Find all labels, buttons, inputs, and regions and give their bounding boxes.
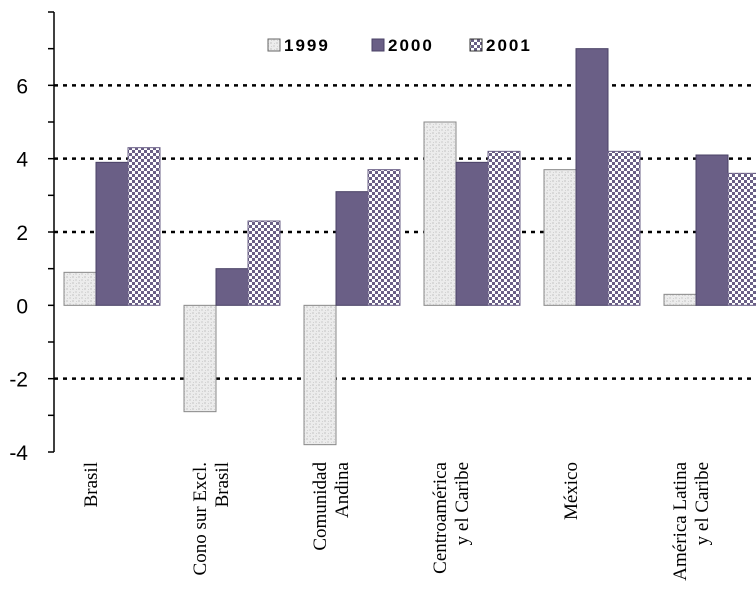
category-label-3-1: y el Caribe	[452, 462, 473, 545]
legend-label-2000: 2000	[388, 36, 434, 55]
legend-swatch-1999	[267, 38, 281, 52]
bar-1999-2	[303, 304, 337, 446]
legend-label-1999: 1999	[284, 36, 330, 55]
bar-1999-0	[63, 271, 97, 306]
bar-2000-0	[95, 161, 129, 306]
bar-2000-2	[335, 191, 369, 306]
bar-1999-3	[423, 121, 457, 306]
bar-1999-1	[183, 304, 217, 413]
category-label-1-1: Brasil	[212, 462, 233, 507]
y-tick-label: 2	[16, 222, 28, 245]
y-tick-label: 4	[16, 149, 28, 172]
legend-swatch-2001	[469, 38, 483, 52]
bar-2001-0	[127, 147, 161, 306]
category-label-1-0: Cono sur Excl.	[190, 462, 211, 575]
bar-2001-5	[727, 172, 756, 306]
bar-1999-5	[663, 293, 697, 306]
category-label-5-1: y el Caribe	[692, 462, 713, 545]
legend: 1999 2000 2001	[267, 36, 532, 55]
category-labels: Brasil Cono sur Excl. Brasil Comunidad Andin…	[81, 461, 713, 580]
y-tick-label: 0	[16, 295, 28, 318]
y-axis	[48, 11, 55, 453]
category-label-0-0: Brasil	[81, 462, 102, 507]
y-tick-label: 6	[16, 75, 28, 98]
category-label-4-0: México	[561, 462, 582, 520]
category-label-2-1: Andina	[332, 461, 353, 518]
category-label-2-0: Comunidad	[310, 462, 331, 551]
bar-1999-4	[543, 169, 577, 306]
y-tick-label: -2	[9, 369, 28, 392]
bar-2000-1	[215, 268, 249, 306]
category-label-3-0: Centroamérica	[430, 461, 451, 573]
bar-2000-5	[695, 154, 729, 306]
bar-2001-4	[607, 150, 641, 306]
bar-2001-1	[247, 220, 281, 306]
category-label-5-0: América Latina	[670, 461, 691, 580]
y-tick-label: -4	[9, 442, 28, 465]
bar-2000-3	[455, 161, 489, 306]
bar-2001-3	[487, 150, 521, 306]
legend-swatch-2000	[371, 38, 385, 52]
bar-2001-2	[367, 169, 401, 306]
bars	[63, 48, 756, 446]
bar-2000-4	[575, 48, 609, 306]
legend-label-2001: 2001	[486, 36, 532, 55]
y-tick-labels: -4 -2 0 2 4 6	[9, 75, 28, 465]
